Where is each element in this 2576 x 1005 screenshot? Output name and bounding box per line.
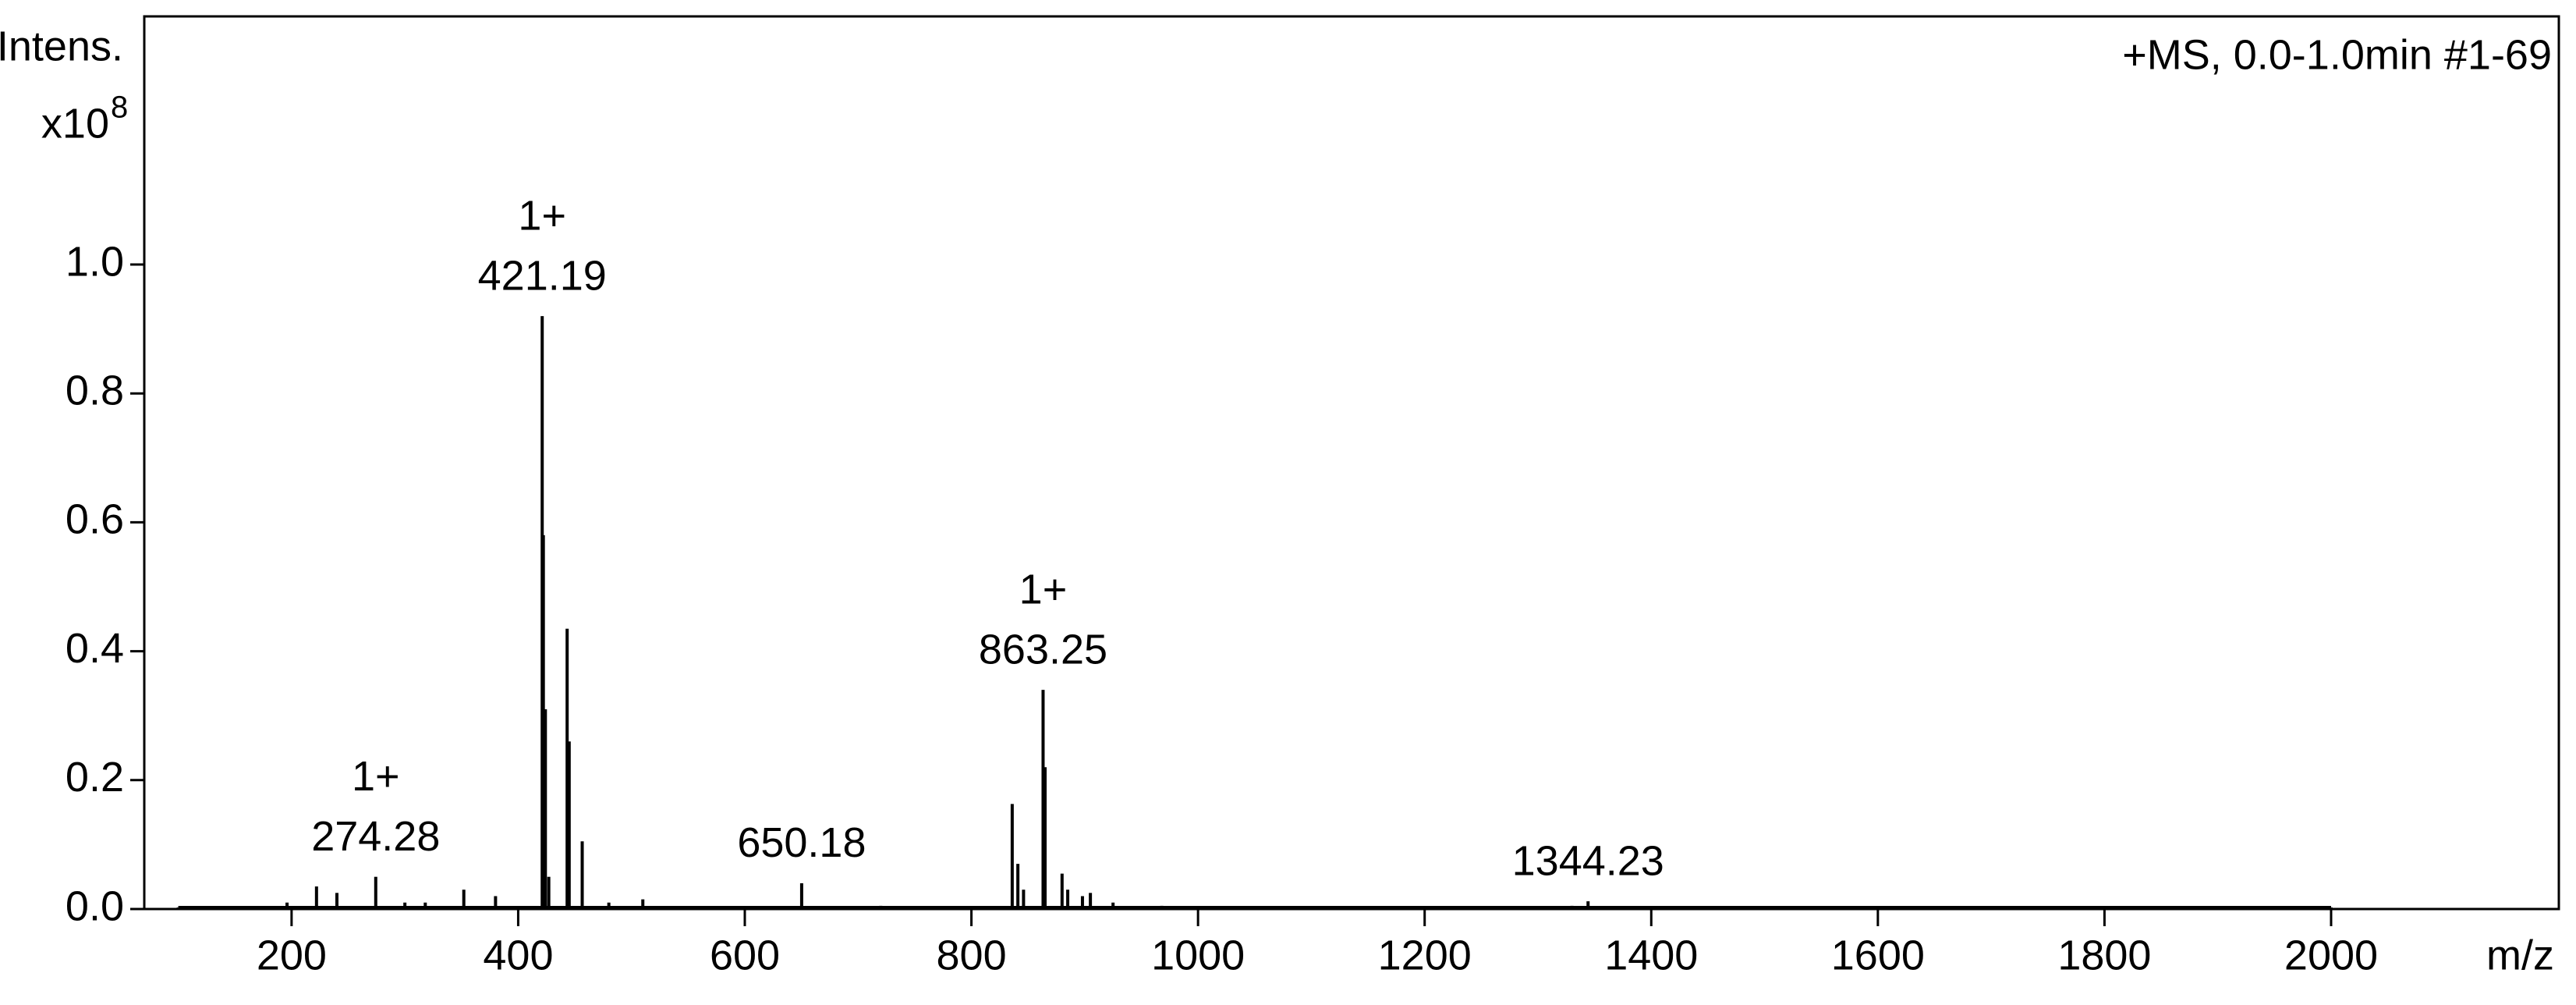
x-tick-label: 1000 (1151, 932, 1245, 978)
y-tick-label: 0.6 (66, 496, 124, 543)
peak-label: 274.28 (311, 813, 440, 860)
y-axis-label: Intens. (0, 23, 123, 69)
x-tick-label: 1400 (1604, 932, 1698, 978)
y-tick-label: 0.0 (66, 882, 124, 929)
peak-label: 863.25 (979, 626, 1107, 673)
peak-charge: 1+ (1019, 566, 1068, 613)
x-tick-label: 1800 (2057, 932, 2151, 978)
peak-label: 1344.23 (1512, 837, 1664, 884)
x-tick-label: 2000 (2284, 932, 2378, 978)
x-axis-label: m/z (2486, 932, 2554, 978)
y-scale-label: x10 (41, 100, 109, 147)
y-tick-label: 0.2 (66, 754, 124, 801)
x-tick-label: 1200 (1378, 932, 1472, 978)
x-tick-label: 600 (710, 932, 780, 978)
y-tick-label: 0.8 (66, 367, 124, 414)
x-tick-label: 800 (937, 932, 1007, 978)
x-tick-label: 1600 (1831, 932, 1925, 978)
peak-charge: 1+ (352, 753, 400, 800)
y-scale-exponent: 8 (111, 91, 128, 125)
peak-charge: 1+ (518, 192, 566, 239)
annotation: +MS, 0.0-1.0min #1-69 (2122, 31, 2552, 78)
peak-label: 650.18 (737, 819, 866, 866)
y-tick-label: 0.4 (66, 625, 124, 672)
y-tick-label: 1.0 (66, 238, 124, 285)
x-tick-label: 400 (483, 932, 553, 978)
x-tick-label: 200 (257, 932, 327, 978)
peak-label: 421.19 (478, 252, 607, 299)
